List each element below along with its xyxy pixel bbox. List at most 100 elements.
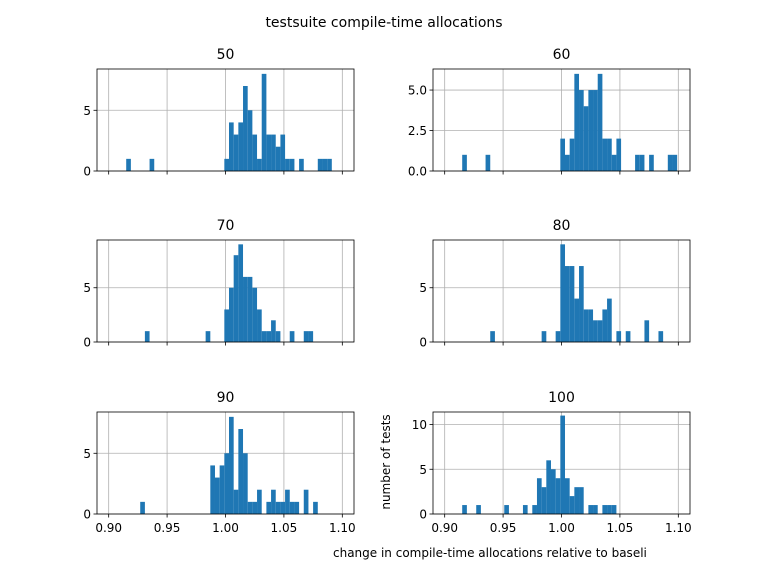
histogram-bar [229, 287, 234, 342]
histogram-bar [275, 501, 281, 514]
histogram-bar [252, 501, 258, 514]
y-tick-label: 5 [419, 463, 427, 477]
histogram-bar [593, 505, 598, 514]
histogram-bar [238, 244, 244, 342]
histogram-bar [569, 138, 575, 171]
histogram-bar [536, 478, 542, 514]
histogram-bar [560, 244, 566, 342]
histogram-bar [303, 489, 309, 514]
histogram-bar [579, 90, 584, 171]
y-tick-label: 5 [83, 447, 91, 461]
histogram-bar [555, 331, 561, 342]
histogram-bar [275, 331, 281, 342]
histogram-bar [522, 505, 528, 514]
histogram-bar [243, 86, 248, 171]
histogram-bar [485, 154, 491, 171]
histogram-bar [565, 266, 570, 342]
histogram-bar [602, 309, 608, 342]
histogram-bar [140, 501, 145, 514]
histogram-bar [550, 469, 556, 514]
panel-80: 0 5 80 [419, 218, 691, 350]
panel-title: 60 [553, 47, 571, 63]
panel-60: 0.0 2.5 5.0 60 [408, 47, 691, 179]
x-tick-label: 1.10 [665, 521, 692, 535]
y-tick-label: 0 [83, 336, 91, 350]
histogram-bar [649, 154, 654, 171]
histogram-bar [266, 134, 272, 171]
histogram-bar [644, 320, 650, 342]
histogram-bar [560, 415, 566, 514]
y-tick-label: 0 [83, 508, 91, 522]
histogram-bar [271, 320, 276, 342]
histogram-bar [555, 478, 561, 514]
histogram-bar [569, 496, 575, 514]
histogram-bar [658, 331, 664, 342]
histogram-bar [560, 138, 566, 171]
histogram-bar [229, 122, 234, 171]
x-tick-label: 1.00 [548, 521, 575, 535]
histogram-bar [569, 266, 575, 342]
histogram-bar [214, 477, 220, 514]
histogram-bar [593, 320, 598, 342]
histogram-bar [588, 309, 594, 342]
histogram-bar [257, 489, 262, 514]
histogram-bar [588, 505, 594, 514]
x-axis-label: change in compile-time allocations relat… [333, 546, 647, 560]
x-tick-label: 0.95 [154, 521, 181, 535]
histogram-bar [285, 489, 290, 514]
histogram-bar [541, 487, 547, 514]
y-tick-label: 5 [83, 104, 91, 118]
histogram-bar [476, 505, 481, 514]
histogram-bar [252, 287, 258, 342]
histogram-bar [126, 158, 131, 171]
histogram-bar [205, 331, 211, 342]
histogram-bar [271, 489, 276, 514]
histogram-bar [490, 331, 495, 342]
histogram-bar [574, 298, 580, 342]
histogram-bar [313, 501, 318, 514]
histogram-bar [639, 154, 645, 171]
y-axis-label: number of tests [379, 414, 393, 509]
figure-title: testsuite compile-time allocations [265, 15, 502, 31]
histogram-bar [243, 276, 248, 342]
histogram-bar [149, 158, 155, 171]
histogram-bar [233, 489, 239, 514]
histogram-bar [546, 460, 551, 514]
histogram-bar [289, 501, 295, 514]
histogram-bar [565, 478, 570, 514]
histogram-bar [219, 465, 225, 514]
histogram-bar [616, 138, 622, 171]
panel-70: 0 5 70 [83, 218, 355, 350]
histogram-bar [597, 73, 603, 171]
panel-title: 50 [217, 47, 235, 63]
histogram-bar [602, 138, 608, 171]
x-tick-label: 1.05 [271, 521, 298, 535]
histogram-bar [607, 505, 612, 514]
histogram-bar [224, 158, 230, 171]
histogram-bar [532, 505, 537, 514]
histogram-bar [611, 154, 617, 171]
y-tick-label: 0.0 [408, 165, 427, 179]
histogram-bar [224, 453, 230, 514]
y-tick-label: 5.0 [408, 84, 427, 98]
x-tick-label: 0.90 [431, 521, 458, 535]
histogram-bar [289, 331, 295, 342]
x-tick-label: 1.05 [607, 521, 634, 535]
y-tick-label: 5 [83, 281, 91, 295]
histogram-bar [210, 465, 215, 514]
histogram-bar [327, 158, 332, 171]
y-tick-label: 2.5 [408, 124, 427, 138]
histogram-bar [247, 276, 253, 342]
panel-90: 0 5 0.90 0.95 1.00 1.05 1.10 90 [83, 390, 355, 535]
x-tick-label: 1.00 [212, 521, 239, 535]
histogram-bar [238, 429, 244, 514]
histogram-bar [243, 453, 248, 514]
panel-100: 0 5 10 0.90 0.95 1.00 1.05 1.10 100 [412, 390, 692, 535]
histogram-bar [285, 158, 290, 171]
histogram-bar [611, 505, 617, 514]
histogram-bar [303, 331, 309, 342]
histogram-bar [144, 331, 150, 342]
histogram-bar [625, 331, 631, 342]
histogram-bar [266, 331, 272, 342]
